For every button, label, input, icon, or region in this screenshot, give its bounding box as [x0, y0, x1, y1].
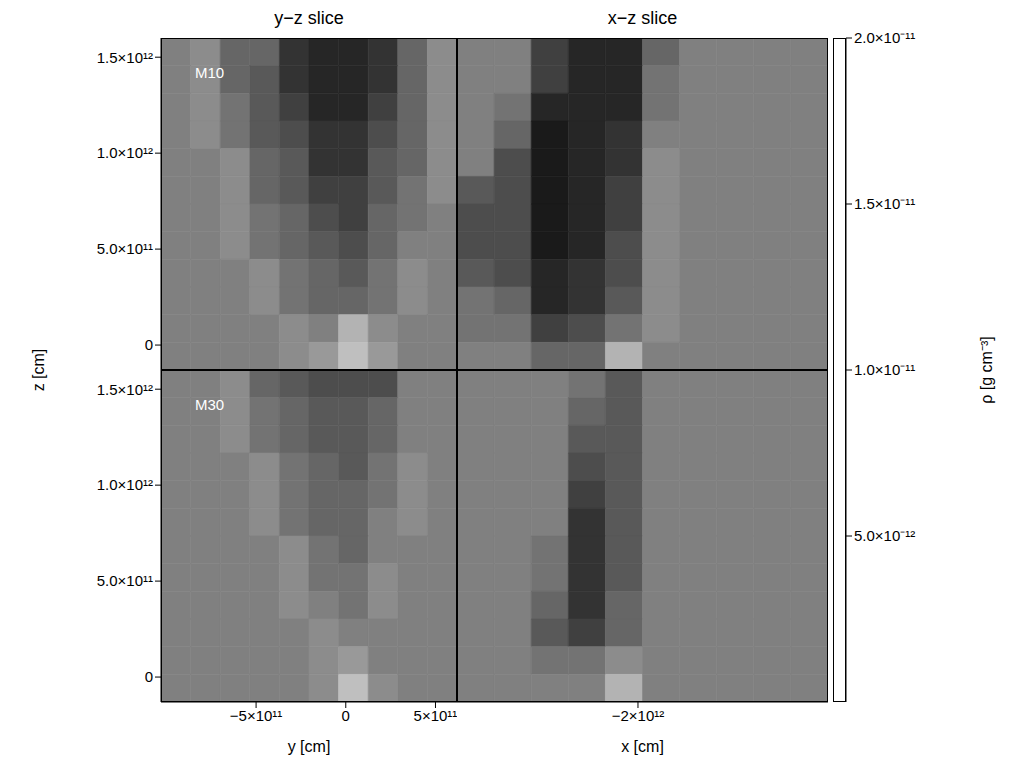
svg-text:5×10¹¹: 5×10¹¹ — [414, 707, 457, 724]
svg-text:2.0×10⁻¹¹: 2.0×10⁻¹¹ — [854, 29, 915, 46]
html-text:ρ [g cm⁻³]: ρ [g cm⁻³] — [978, 336, 995, 404]
html-text:y−z slice: y−z slice — [274, 8, 344, 28]
svg-text:5.0×10⁻¹²: 5.0×10⁻¹² — [854, 527, 915, 544]
svg-text:−5×10¹¹: −5×10¹¹ — [230, 707, 283, 724]
svg-text:1.0×10¹²: 1.0×10¹² — [97, 476, 153, 493]
svg-text:0: 0 — [145, 668, 153, 685]
svg-text:0: 0 — [342, 707, 350, 724]
html-text:z [cm]: z [cm] — [30, 348, 47, 392]
svg-text:−2×10¹²: −2×10¹² — [612, 707, 665, 724]
html-text:M10: M10 — [195, 64, 225, 81]
svg-text:1.5×10¹²: 1.5×10¹² — [97, 49, 153, 66]
svg-text:1.0×10⁻¹¹: 1.0×10⁻¹¹ — [854, 361, 915, 378]
svg-text:1.5×10¹²: 1.5×10¹² — [97, 381, 153, 398]
svg-text:5.0×10¹¹: 5.0×10¹¹ — [97, 240, 153, 257]
svg-text:5.0×10¹¹: 5.0×10¹¹ — [97, 572, 153, 589]
html-text:x [cm]: x [cm] — [621, 738, 664, 755]
svg-text:1.0×10¹²: 1.0×10¹² — [97, 144, 153, 161]
html-text:y [cm]: y [cm] — [287, 738, 331, 755]
html-text:M30: M30 — [195, 396, 225, 413]
svg-text:1.5×10⁻¹¹: 1.5×10⁻¹¹ — [854, 195, 915, 212]
html-text:x−z slice: x−z slice — [607, 8, 678, 28]
svg-text:0: 0 — [145, 336, 153, 353]
